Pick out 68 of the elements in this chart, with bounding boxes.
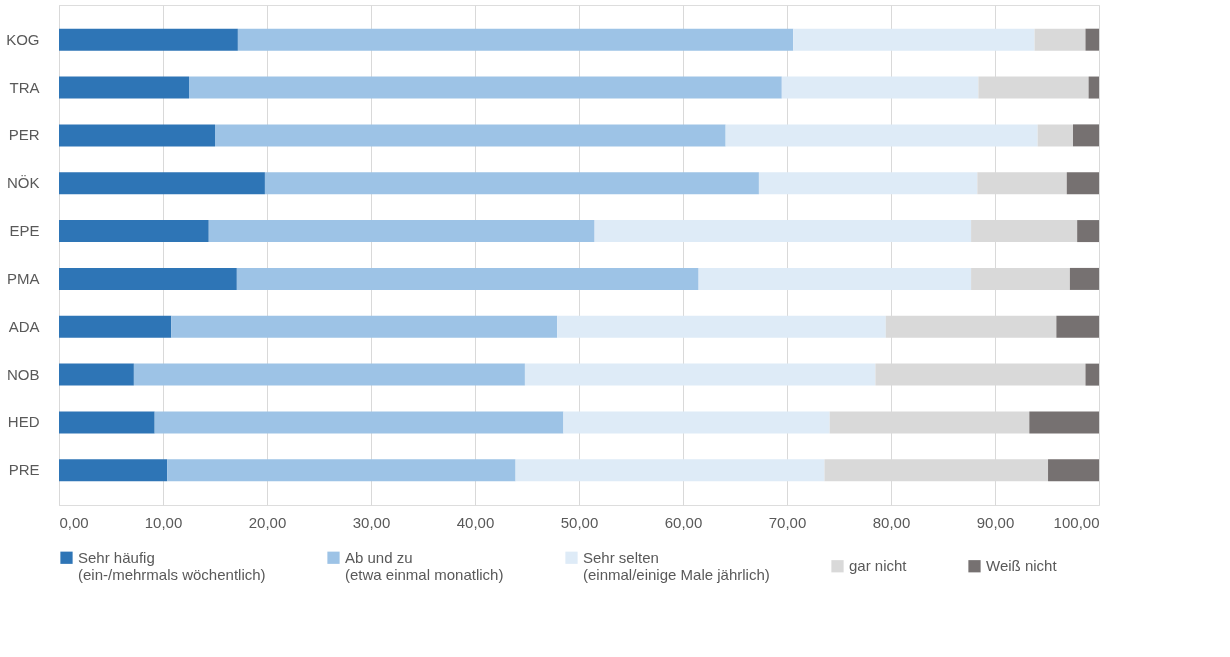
legend-label: Weiß nicht [986,557,1058,575]
bar [563,411,830,434]
bar [59,315,172,338]
legend-label: Ab und zu (etwa einmal monatlich) [345,548,504,583]
legend-label: gar nicht [849,557,908,575]
x-tick-label: 10,00 [144,513,183,531]
y-tick-label: PER [8,126,40,144]
y-tick-label: NÖK [6,174,40,192]
bar [59,267,237,290]
bar [59,220,209,243]
bar [167,459,516,482]
y-tick-label: HED [7,413,40,431]
bar [59,124,215,147]
bar [215,124,726,147]
bar [1048,459,1099,482]
bar [133,363,525,386]
bar [1034,28,1086,51]
y-tick-label: PMA [6,269,40,287]
bar [793,28,1035,51]
x-tick-label: 100,00 [1053,513,1100,531]
bar [1069,267,1099,290]
bar [698,267,972,290]
y-tick-label: KOG [6,30,40,48]
bar [59,459,168,482]
bar [524,363,876,386]
x-tick-label: 90,00 [976,513,1015,531]
x-tick-label: 80,00 [872,513,911,531]
x-tick-label: 60,00 [664,513,703,531]
bar [208,220,595,243]
bar [781,76,979,99]
bar [725,124,1038,147]
bar [594,220,972,243]
x-tick-label: 50,00 [560,513,599,531]
legend-label: Sehr selten (einmal/einige Male jährlich) [583,548,770,583]
legend-label: Sehr häufig (ein-/mehrmals wöchentlich) [78,548,266,583]
bar [59,76,189,99]
bar [237,28,794,51]
bar [189,76,782,99]
bar [1073,124,1099,147]
bar [758,172,978,195]
bar [1029,411,1099,434]
y-tick-label: EPE [9,222,40,240]
bar [1085,28,1099,51]
bar [557,315,886,338]
bar [154,411,564,434]
x-tick-label: 70,00 [768,513,807,531]
y-tick-label: ADA [8,317,40,335]
x-tick-label: 0,00 [59,513,89,531]
bar [59,411,155,434]
x-tick-label: 40,00 [456,513,495,531]
x-tick-label: 30,00 [352,513,391,531]
x-tick-label: 20,00 [248,513,287,531]
bar [171,315,558,338]
bar [1088,76,1099,99]
bar [1066,172,1099,195]
bar [236,267,699,290]
bar [1085,363,1099,386]
bar [1077,220,1099,243]
bar [59,363,134,386]
y-tick-label: PRE [8,461,40,479]
bar [264,172,759,195]
bar [1037,124,1073,147]
bar [59,172,265,195]
bar [515,459,825,482]
bar [1056,315,1099,338]
y-tick-label: NOB [6,365,40,383]
y-tick-label: TRA [9,78,40,96]
bar [59,28,238,51]
